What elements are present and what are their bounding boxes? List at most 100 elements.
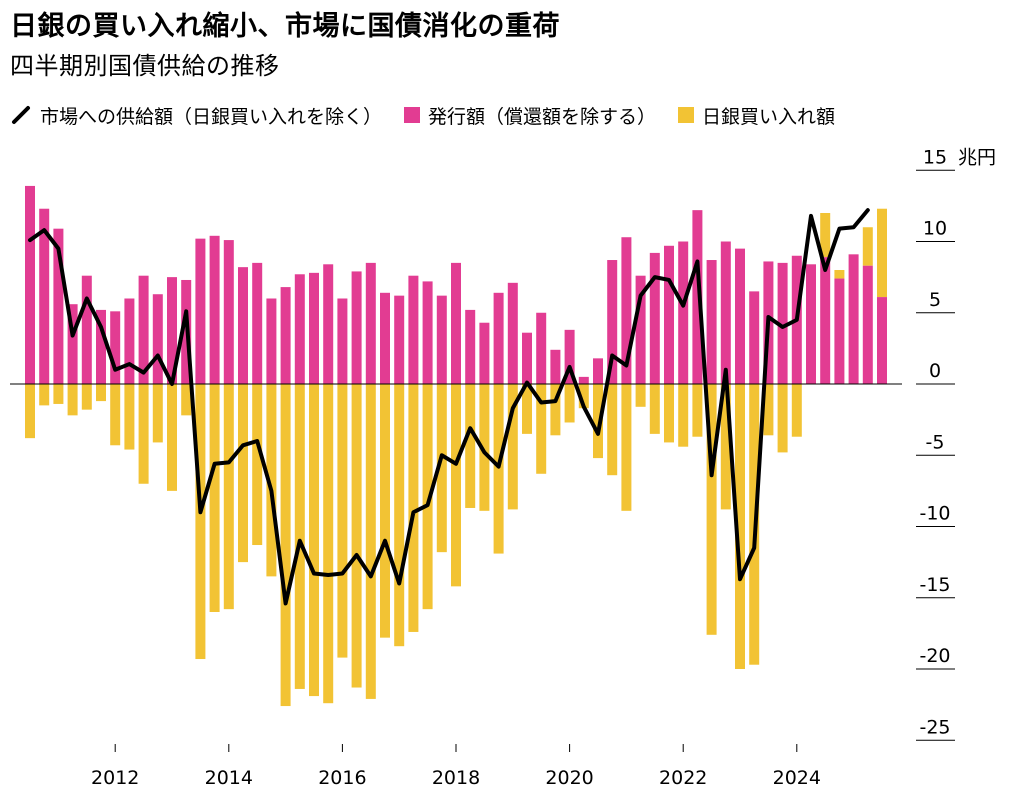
y-tick-label: 15 [923, 146, 947, 168]
boj-bar [607, 384, 618, 476]
boj-bar [465, 384, 476, 508]
legend-item-market-supply: 市場への供給額（日銀買い入れを除く） [10, 102, 382, 129]
boj-bar [81, 384, 92, 410]
boj-bar [479, 384, 490, 511]
issuance-bar [394, 295, 405, 384]
issuance-bar [451, 262, 461, 384]
issuance-bar [777, 262, 788, 384]
boj-bar [536, 384, 547, 474]
boj-bar [309, 384, 319, 697]
boj-bar [649, 384, 660, 434]
boj-bar [763, 384, 774, 436]
issuance-bar [238, 267, 248, 384]
legend-label-issuance: 発行額（償還額を除する） [428, 105, 657, 128]
boj-bar [39, 384, 50, 406]
boj-bar [181, 384, 192, 416]
issuance-bar [621, 237, 632, 384]
issuance-bar [649, 252, 660, 384]
boj-bar [323, 384, 334, 704]
issuance-bar [152, 294, 163, 384]
issuance-bar [365, 262, 376, 384]
issuance-bar [536, 312, 547, 384]
issuance-bar [39, 208, 50, 384]
boj-bar [365, 384, 376, 699]
y-unit-label: 兆円 [958, 146, 996, 168]
boj-bar [96, 384, 106, 402]
issuance-bar [380, 292, 390, 384]
issuance-bar [848, 254, 859, 384]
legend-swatch-boj-icon [678, 107, 695, 123]
boj-bar [720, 384, 731, 510]
issuance-bar [720, 241, 731, 384]
boj-bar [337, 384, 348, 658]
boj-bar [593, 384, 603, 459]
y-tick-label: -10 [919, 503, 950, 525]
boj-bar-positive [820, 213, 831, 258]
legend-label-market-supply: 市場への供給額（日銀買い入れを除く） [40, 105, 383, 128]
y-tick-label: 5 [929, 289, 941, 311]
issuance-bar [96, 309, 106, 384]
boj-bar-positive [877, 208, 887, 298]
y-tick-label: -20 [919, 645, 950, 667]
issuance-bar [607, 260, 618, 384]
x-tick-label: 2012 [91, 767, 139, 789]
issuance-bar [138, 275, 149, 384]
issuance-bar [493, 292, 504, 384]
issuance-bar [834, 278, 845, 384]
x-tick-label: 2014 [205, 767, 253, 789]
boj-bar [550, 384, 561, 436]
boj-bar [664, 384, 674, 443]
boj-bar [522, 384, 532, 434]
boj-bar [294, 384, 305, 689]
issuance-bar [749, 291, 760, 384]
boj-bar [493, 384, 504, 554]
issuance-bar [110, 311, 121, 384]
boj-bar [167, 384, 177, 491]
x-tick-label: 2022 [659, 767, 707, 789]
issuance-bar [67, 304, 78, 384]
issuance-bar [195, 238, 206, 384]
issuance-bar [408, 275, 419, 384]
issuance-bar [309, 272, 319, 384]
boj-bar [777, 384, 788, 453]
y-tick-label: -5 [926, 431, 945, 453]
issuance-bar [578, 376, 589, 384]
y-tick-label: -15 [919, 574, 950, 596]
boj-bar [735, 384, 745, 669]
legend-label-boj: 日銀買い入れ額 [702, 105, 836, 128]
y-tick-label: 0 [929, 360, 941, 382]
chart-title: 日銀の買い入れ縮小、市場に国債消化の重荷 [10, 11, 560, 42]
boj-bar [621, 384, 632, 511]
boj-bar [152, 384, 163, 443]
chart-subtitle: 四半期別国債供給の推移 [10, 52, 280, 80]
boj-bar [252, 384, 263, 546]
boj-bar-positive [834, 270, 845, 279]
boj-bar [692, 384, 703, 437]
boj-bar [53, 384, 64, 404]
x-tick-label: 2020 [545, 767, 593, 789]
issuance-bar [436, 295, 447, 384]
boj-bar [791, 384, 802, 437]
boj-bar [67, 384, 78, 416]
boj-bar [564, 384, 575, 423]
boj-bar [394, 384, 405, 647]
boj-bar [507, 384, 518, 510]
boj-bar [635, 384, 646, 407]
boj-bar [209, 384, 220, 612]
boj-bar [678, 384, 689, 447]
boj-bar [408, 384, 419, 632]
boj-bar [436, 384, 447, 553]
issuance-bar [25, 185, 35, 384]
issuance-bar [507, 282, 518, 384]
issuance-bar [692, 210, 703, 384]
legend: 市場への供給額（日銀買い入れを除く） 発行額（償還額を除する） 日銀買い入れ額 [10, 100, 835, 130]
boj-bar [223, 384, 234, 610]
issuance-bar [465, 309, 476, 384]
market-supply-line [28, 208, 870, 606]
issuance-bar [422, 281, 433, 384]
boj-bar [422, 384, 433, 610]
legend-line-icon [12, 106, 30, 124]
y-tick-label: -25 [919, 716, 950, 738]
boj-bar [110, 384, 121, 446]
